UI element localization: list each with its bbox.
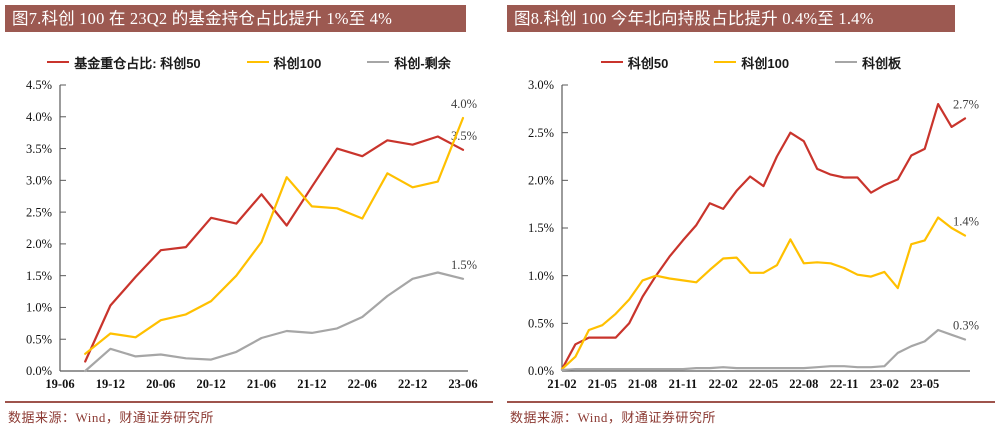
legend-item-kechuang100: 科创100 bbox=[246, 53, 322, 72]
series-line-kechuang100 bbox=[84, 116, 465, 355]
x-axis-label: 19-12 bbox=[96, 377, 125, 391]
x-axis-label: 23-02 bbox=[870, 377, 899, 391]
end-value-label-kechuang100: 4.0% bbox=[451, 97, 477, 111]
y-axis-label: 0.0% bbox=[528, 364, 554, 378]
figure-7-legend: 基金重仓占比: 科创50 科创100 科创-剩余 bbox=[5, 53, 493, 71]
y-axis-label: 0.0% bbox=[26, 364, 52, 378]
legend-label: 科创50 bbox=[627, 55, 669, 71]
x-axis-label: 22-05 bbox=[749, 377, 778, 391]
figure-7-chart: 4.5% 4.0% 3.5% 3.0% 2.5% 2.0% 1.5% 1.0% 0.5% 0.0%… bbox=[26, 78, 478, 391]
y-axis-label: 2.5% bbox=[528, 126, 554, 140]
legend-label: 科创100 bbox=[741, 55, 790, 71]
y-axis-label: 3.0% bbox=[528, 78, 554, 92]
y-axis-label: 0.5% bbox=[528, 317, 554, 331]
x-axis-label: 21-06 bbox=[247, 377, 276, 391]
x-axis-label: 20-12 bbox=[197, 377, 226, 391]
legend-item-kechuang50: 科创50 bbox=[600, 53, 669, 72]
legend-item-kechuang-shengyu: 科创-剩余 bbox=[367, 53, 451, 72]
x-axis-label: 22-11 bbox=[830, 377, 858, 391]
figure-8-chart: 3.0% 2.5% 2.0% 1.5% 1.0% 0.5% 0.0%21-02 21-05 21… bbox=[528, 78, 979, 391]
legend-label: 基金重仓占比: 科创50 bbox=[74, 55, 201, 71]
legend-line-marker bbox=[246, 60, 269, 64]
end-value-label-kechuang50: 2.7% bbox=[953, 97, 979, 111]
y-axis-label: 2.5% bbox=[26, 205, 52, 219]
y-axis-label: 2.0% bbox=[26, 237, 52, 251]
figure-8-source-note: 数据来源：Wind，财通证券研究所 bbox=[510, 410, 716, 425]
end-value-label-kechuangban: 0.3% bbox=[953, 319, 979, 333]
y-axis-label: 1.5% bbox=[26, 269, 52, 283]
x-axis-label: 21-05 bbox=[588, 377, 617, 391]
legend-line-marker bbox=[835, 60, 858, 64]
y-axis-label: 0.5% bbox=[26, 332, 52, 346]
figure-8-legend: 科创50 科创100 科创板 bbox=[507, 53, 995, 71]
x-axis-label: 23-06 bbox=[448, 377, 477, 391]
x-axis-label: 22-12 bbox=[398, 377, 427, 391]
legend-label: 科创100 bbox=[273, 55, 322, 71]
series-line-kechuang50 bbox=[560, 103, 967, 371]
legend-line-marker bbox=[47, 60, 70, 64]
legend-item-kechuang100: 科创100 bbox=[714, 53, 789, 72]
x-axis-label: 21-08 bbox=[628, 377, 657, 391]
figure-7-panel: 图7.科创 100 在 23Q2 的基金持仓占比提升 1%至 4% 基金重仓占比… bbox=[0, 0, 493, 433]
x-axis-label: 22-02 bbox=[709, 377, 738, 391]
series-line-kechuang100 bbox=[560, 216, 967, 371]
y-axis-label: 1.0% bbox=[528, 269, 554, 283]
y-axis-label: 4.0% bbox=[26, 110, 52, 124]
x-axis-label: 21-11 bbox=[669, 377, 697, 391]
figure-7-divider bbox=[5, 401, 493, 403]
legend-line-marker bbox=[714, 60, 737, 64]
legend-line-marker bbox=[367, 60, 390, 64]
figure-8-divider bbox=[507, 401, 995, 403]
x-axis-label: 21-02 bbox=[547, 377, 576, 391]
legend-item-kechuang50: 基金重仓占比: 科创50 bbox=[47, 53, 201, 72]
series-line-kechuang50 bbox=[84, 135, 465, 363]
x-axis-label: 23-05 bbox=[910, 377, 939, 391]
end-value-label-kechuang100: 1.4% bbox=[953, 215, 979, 229]
legend-item-kechuangban: 科创板 bbox=[835, 53, 901, 72]
x-axis-label: 22-08 bbox=[789, 377, 818, 391]
legend-label: 科创板 bbox=[862, 55, 902, 71]
x-axis-label: 20-06 bbox=[146, 377, 175, 391]
figure-8-panel: 图8.科创 100 今年北向持股占比提升 0.4%至 1.4% 科创50 科创10… bbox=[502, 0, 995, 433]
legend-line-marker bbox=[600, 60, 623, 64]
legend-label: 科创-剩余 bbox=[394, 55, 451, 71]
y-axis-label: 1.0% bbox=[26, 301, 52, 315]
series-line-kechuang-shengyu bbox=[84, 271, 465, 373]
figure-7-source-note: 数据来源：Wind，财通证券研究所 bbox=[8, 410, 214, 425]
y-axis-label: 3.0% bbox=[26, 174, 52, 188]
end-value-label-kechuang-shengyu: 1.5% bbox=[451, 258, 477, 272]
x-axis-label: 19-06 bbox=[45, 377, 74, 391]
series-line-kechuangban bbox=[560, 328, 967, 372]
x-axis-label: 22-06 bbox=[348, 377, 377, 391]
y-axis-label: 4.5% bbox=[26, 78, 52, 92]
y-axis-label: 1.5% bbox=[528, 221, 554, 235]
y-axis-label: 2.0% bbox=[528, 174, 554, 188]
figure-8-title: 图8.科创 100 今年北向持股占比提升 0.4%至 1.4% bbox=[507, 5, 955, 32]
y-axis-label: 3.5% bbox=[26, 142, 52, 156]
x-axis-label: 21-12 bbox=[297, 377, 326, 391]
figure-7-title: 图7.科创 100 在 23Q2 的基金持仓占比提升 1%至 4% bbox=[5, 5, 466, 32]
